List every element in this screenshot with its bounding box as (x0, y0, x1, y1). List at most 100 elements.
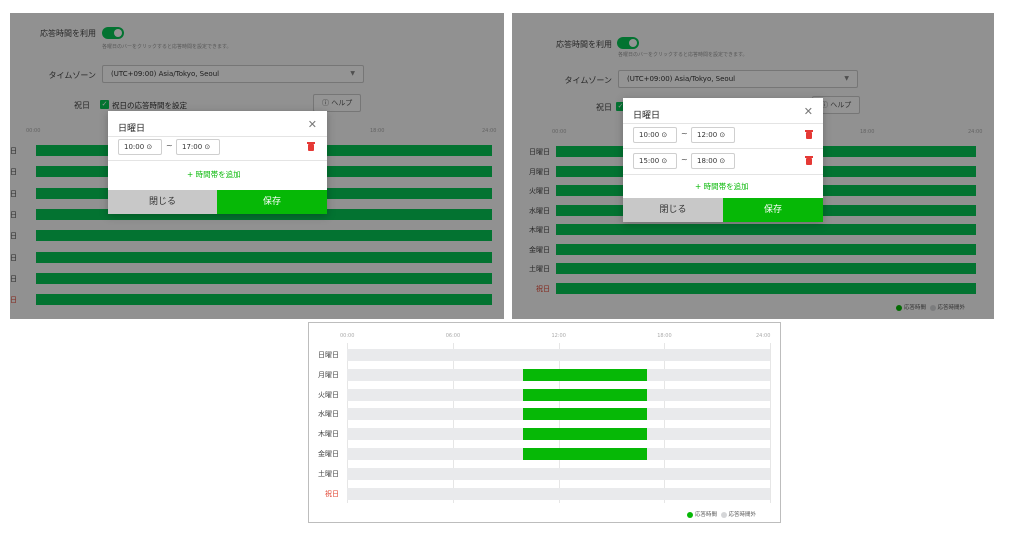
grid-line (452, 343, 454, 503)
add-time-slot-link[interactable]: + 時間帯を追加 (187, 170, 241, 179)
help-button[interactable]: ⓘ ヘルプ (812, 96, 861, 114)
day-bar[interactable] (347, 448, 770, 460)
day-label: 金曜日 (318, 450, 339, 458)
day-label: 火曜日 (318, 390, 339, 399)
day-bar[interactable] (36, 272, 492, 284)
active-hours-segment[interactable] (523, 368, 647, 381)
use-hours-toggle[interactable] (617, 37, 639, 49)
day-label: 金曜日 (529, 245, 550, 254)
edit-hours-modal: 日曜日 ✕ 10:00 ⊙ ~ 17:00 ⊙ + 時間帯を追加 閉じる 保存 (108, 111, 327, 214)
range-separator: ~ (166, 141, 173, 150)
divider (623, 174, 823, 175)
trash-icon[interactable] (307, 142, 315, 151)
close-icon[interactable]: ✕ (803, 105, 813, 118)
day-bar[interactable] (347, 428, 770, 441)
holiday-checkbox[interactable]: ✓ (100, 100, 109, 109)
save-button[interactable]: 保存 (723, 198, 823, 222)
day-label: 木曜日 (529, 226, 550, 234)
use-hours-toggle[interactable] (102, 27, 124, 39)
holiday-checkbox[interactable]: ✓ (616, 102, 625, 111)
use-hours-label: 応答時間を利用 (556, 40, 612, 49)
timezone-value: (UTC+09:00) Asia/Tokyo, Seoul (111, 70, 220, 78)
day-bar[interactable] (36, 208, 492, 220)
close-button[interactable]: 閉じる (108, 190, 217, 214)
trash-icon[interactable] (805, 130, 813, 139)
day-bar[interactable] (347, 349, 770, 361)
active-hours-segment[interactable] (523, 408, 647, 421)
tick-label: 18:00 (657, 333, 672, 339)
grid-line (770, 343, 771, 503)
day-label: 日曜日 (318, 351, 339, 359)
day-label: 祝日 (536, 284, 550, 293)
timezone-select[interactable]: (UTC+09:00) Asia/Tokyo, Seoul ▼ (102, 65, 364, 83)
active-hours-segment[interactable] (523, 428, 647, 441)
day-bar[interactable] (347, 467, 770, 480)
day-bar[interactable] (36, 294, 492, 306)
day-bar[interactable] (556, 263, 976, 274)
day-bar[interactable] (36, 230, 492, 242)
end-time-input[interactable]: 12:00 ⊙ (691, 127, 735, 143)
tick-0: 00:00 (26, 128, 41, 134)
chevron-down-icon: ▼ (350, 70, 355, 77)
active-hours-segment[interactable] (523, 388, 647, 401)
screenshot-left: 応答時間を利用 各曜日のバーをクリックすると応答時間を設定できます。 タイムゾー… (10, 13, 504, 319)
legend-off-dot (720, 511, 727, 518)
timezone-label: タイムゾーン (564, 76, 612, 85)
holiday-check-label: 祝日の応答時間を設定 (112, 101, 187, 110)
close-button[interactable]: 閉じる (623, 198, 723, 222)
divider (623, 123, 823, 124)
day-label: 日 (10, 274, 17, 283)
save-button[interactable]: 保存 (217, 190, 327, 214)
chevron-down-icon: ▼ (844, 75, 849, 82)
tick-label: 00:00 (340, 333, 355, 339)
day-bar[interactable] (347, 408, 770, 421)
divider (623, 148, 823, 149)
day-bar[interactable] (36, 251, 492, 263)
divider (108, 160, 327, 161)
day-label: 祝日 (325, 489, 339, 498)
day-bar[interactable] (347, 368, 770, 381)
timezone-select[interactable]: (UTC+09:00) Asia/Tokyo, Seoul ▼ (618, 70, 858, 88)
day-bar[interactable] (347, 487, 770, 500)
day-label: 木曜日 (318, 430, 339, 439)
tick-3: 18:00 (860, 129, 875, 135)
tick-label: 12:00 (551, 333, 566, 339)
holiday-label: 祝日 (596, 103, 612, 112)
day-label: 水曜日 (318, 410, 339, 419)
range-separator: ~ (681, 129, 688, 138)
use-hours-label: 応答時間を利用 (40, 29, 96, 38)
start-time-input[interactable]: 10:00 ⊙ (118, 139, 162, 155)
legend: 応答時間 応答時間外 (896, 303, 965, 311)
day-bar[interactable] (347, 388, 770, 401)
day-label: 日 (10, 147, 17, 155)
add-time-slot-link[interactable]: + 時間帯を追加 (695, 182, 749, 191)
use-hours-hint: 各曜日のバーをクリックすると応答時間を設定できます。 (618, 52, 748, 58)
help-button[interactable]: ⓘ ヘルプ (313, 94, 362, 112)
end-time-input[interactable]: 17:00 ⊙ (176, 139, 220, 155)
grid-line (558, 343, 560, 503)
day-label: 日 (10, 253, 17, 262)
timezone-value: (UTC+09:00) Asia/Tokyo, Seoul (627, 75, 736, 83)
tick-label: 06:00 (445, 333, 461, 339)
holiday-label: 祝日 (74, 101, 90, 110)
day-label: 火曜日 (529, 187, 550, 195)
day-label: 日 (10, 210, 17, 219)
day-bar[interactable] (556, 243, 976, 255)
close-icon[interactable]: ✕ (307, 118, 317, 131)
active-hours-segment[interactable] (523, 448, 647, 460)
day-bar[interactable] (556, 282, 976, 294)
end-time-input[interactable]: 18:00 ⊙ (691, 153, 735, 169)
legend-on-dot (896, 304, 902, 311)
day-label: 日 (10, 296, 17, 305)
day-label: 水曜日 (529, 206, 550, 215)
tick-0: 00:00 (552, 129, 567, 135)
tick-label: 24:00 (756, 333, 771, 339)
trash-icon[interactable] (805, 156, 813, 165)
start-time-input[interactable]: 10:00 ⊙ (633, 127, 677, 143)
day-label: 月曜日 (529, 167, 550, 176)
day-label: 土曜日 (529, 265, 550, 273)
day-bar[interactable] (556, 224, 976, 235)
start-time-input[interactable]: 15:00 ⊙ (633, 153, 677, 169)
day-label: 日曜日 (529, 148, 550, 156)
legend-on-dot (687, 511, 693, 518)
